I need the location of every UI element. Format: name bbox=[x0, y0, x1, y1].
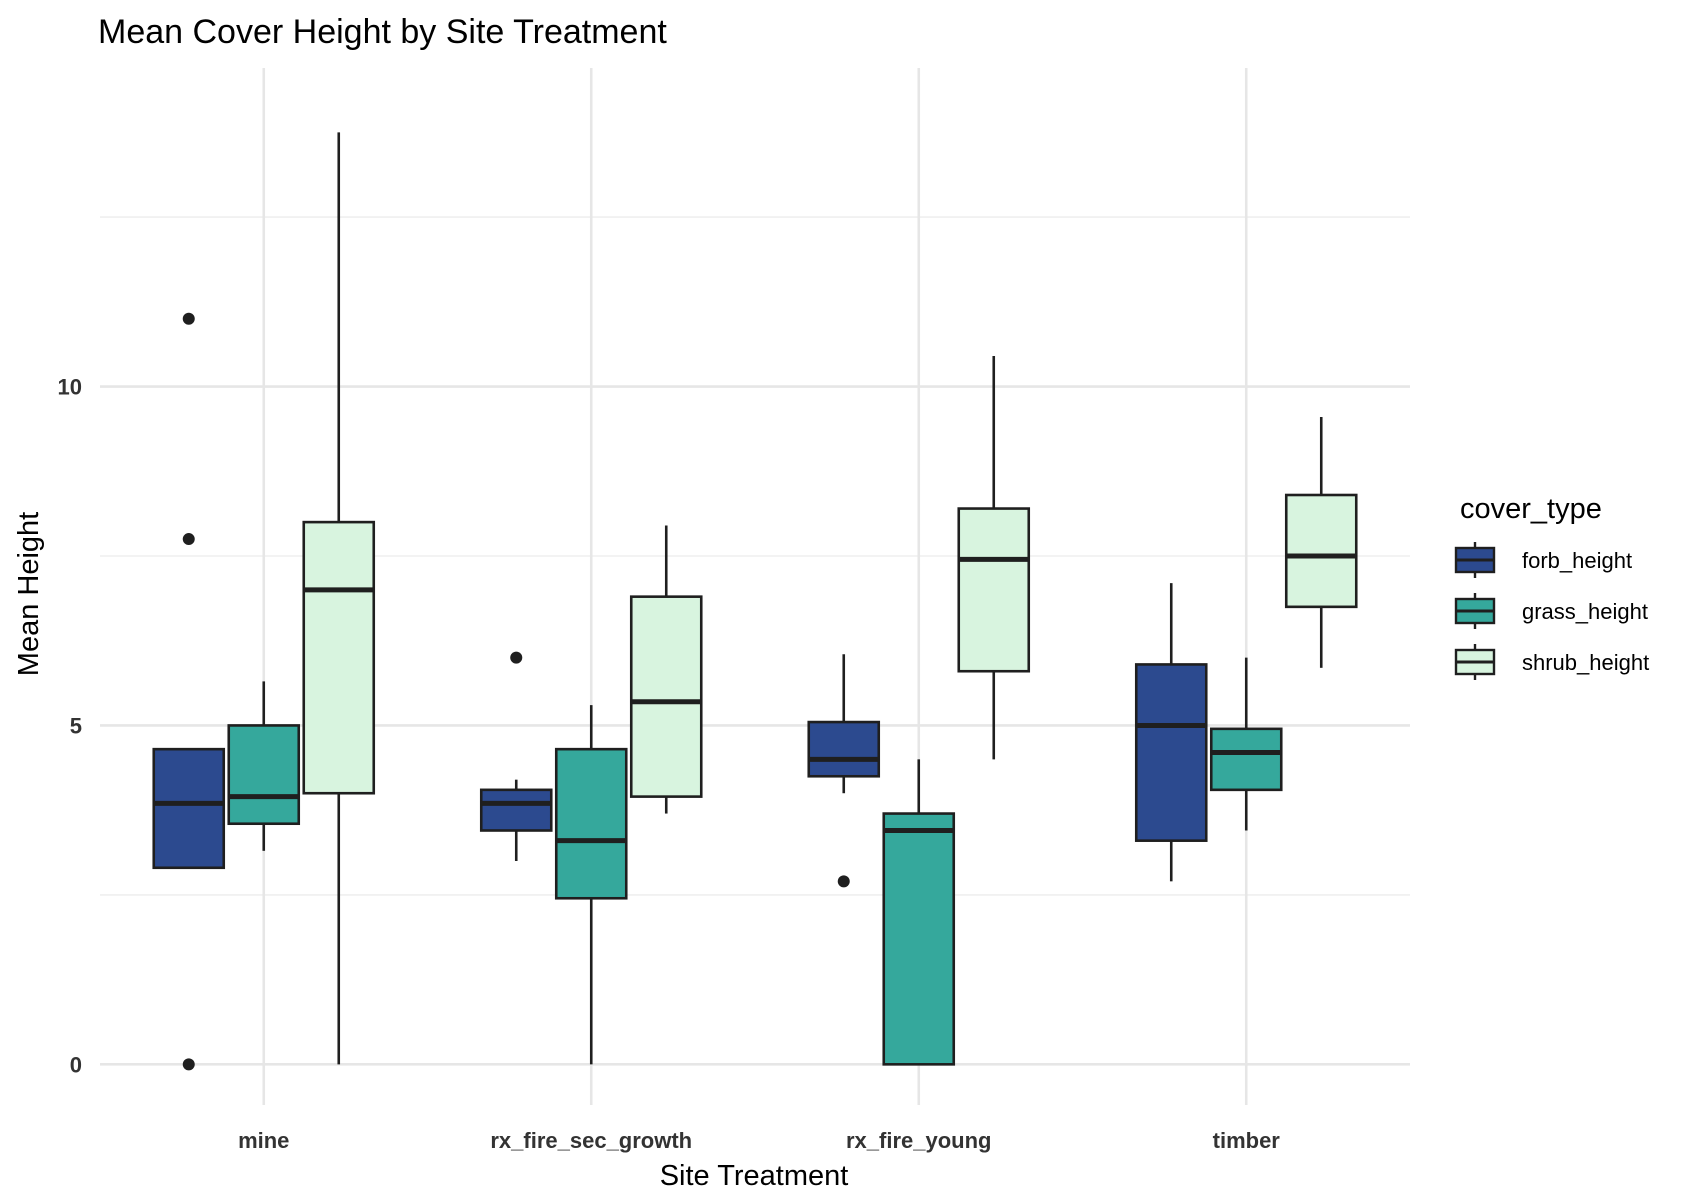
x-tick-label: rx_fire_sec_growth bbox=[490, 1128, 692, 1153]
legend-entry-forb_height: forb_height bbox=[1454, 542, 1632, 578]
box-grass_height-mine bbox=[227, 681, 301, 851]
y-tick-label: 10 bbox=[58, 375, 82, 400]
box-iqr bbox=[302, 520, 376, 795]
chart-title: Mean Cover Height by Site Treatment bbox=[98, 13, 667, 51]
outlier-point bbox=[182, 533, 195, 546]
box-iqr bbox=[1134, 663, 1208, 842]
box-iqr bbox=[554, 747, 628, 900]
box-iqr bbox=[807, 720, 881, 778]
box-shrub_height-timber bbox=[1284, 417, 1358, 668]
box-iqr bbox=[957, 507, 1031, 673]
x-tick-label: timber bbox=[1213, 1128, 1281, 1153]
box-grass_height-rx_fire_sec_growth bbox=[554, 705, 628, 1065]
box-iqr bbox=[152, 747, 226, 870]
box-forb_height-timber bbox=[1134, 583, 1208, 882]
legend-entry-shrub_height: shrub_height bbox=[1454, 644, 1649, 680]
axes: 0 5 10 mine rx_fire_sec_growth rx_fire_young t… bbox=[58, 375, 1281, 1153]
outlier-point bbox=[510, 651, 523, 664]
legend-label: shrub_height bbox=[1522, 650, 1649, 675]
box-iqr bbox=[882, 812, 956, 1066]
x-axis-title: Site Treatment bbox=[660, 1160, 849, 1192]
legend-title: cover_type bbox=[1460, 493, 1602, 525]
box-iqr bbox=[1284, 493, 1358, 609]
boxes bbox=[152, 132, 1358, 1071]
box-forb_height-mine bbox=[152, 312, 226, 1071]
box-shrub_height-rx_fire_young bbox=[957, 356, 1031, 760]
outlier-point bbox=[837, 875, 850, 888]
box-grass_height-rx_fire_young bbox=[882, 759, 956, 1066]
legend: cover_type forb_height grass_height shrub_… bbox=[1454, 493, 1649, 680]
x-tick-label: rx_fire_young bbox=[846, 1128, 992, 1153]
y-axis-title: Mean Height bbox=[13, 512, 45, 676]
outlier-point bbox=[182, 312, 195, 325]
box-iqr bbox=[1209, 727, 1283, 792]
legend-label: forb_height bbox=[1522, 548, 1632, 573]
box-shrub_height-rx_fire_sec_growth bbox=[629, 525, 703, 814]
y-tick-label: 5 bbox=[70, 713, 82, 738]
box-shrub_height-mine bbox=[302, 132, 376, 1065]
outlier-point bbox=[182, 1058, 195, 1071]
legend-entry-grass_height: grass_height bbox=[1454, 593, 1648, 629]
x-tick-label: mine bbox=[238, 1128, 289, 1153]
box-iqr bbox=[629, 595, 703, 798]
box-grass_height-timber bbox=[1209, 657, 1283, 831]
grid bbox=[100, 68, 1410, 1105]
box-iqr bbox=[227, 724, 301, 826]
box-forb_height-rx_fire_sec_growth bbox=[479, 651, 553, 861]
legend-label: grass_height bbox=[1522, 599, 1648, 624]
box-iqr bbox=[479, 788, 553, 832]
box-forb_height-rx_fire_young bbox=[807, 654, 881, 888]
y-tick-label: 0 bbox=[70, 1052, 82, 1077]
